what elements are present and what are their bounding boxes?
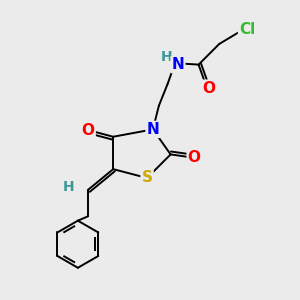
Text: N: N	[172, 57, 184, 72]
Text: O: O	[188, 150, 201, 165]
Text: S: S	[142, 170, 153, 185]
Text: N: N	[147, 122, 159, 137]
Text: O: O	[202, 81, 215, 96]
Text: O: O	[82, 123, 95, 138]
Text: Cl: Cl	[239, 22, 255, 37]
Text: H: H	[160, 50, 172, 64]
Text: H: H	[63, 180, 75, 194]
